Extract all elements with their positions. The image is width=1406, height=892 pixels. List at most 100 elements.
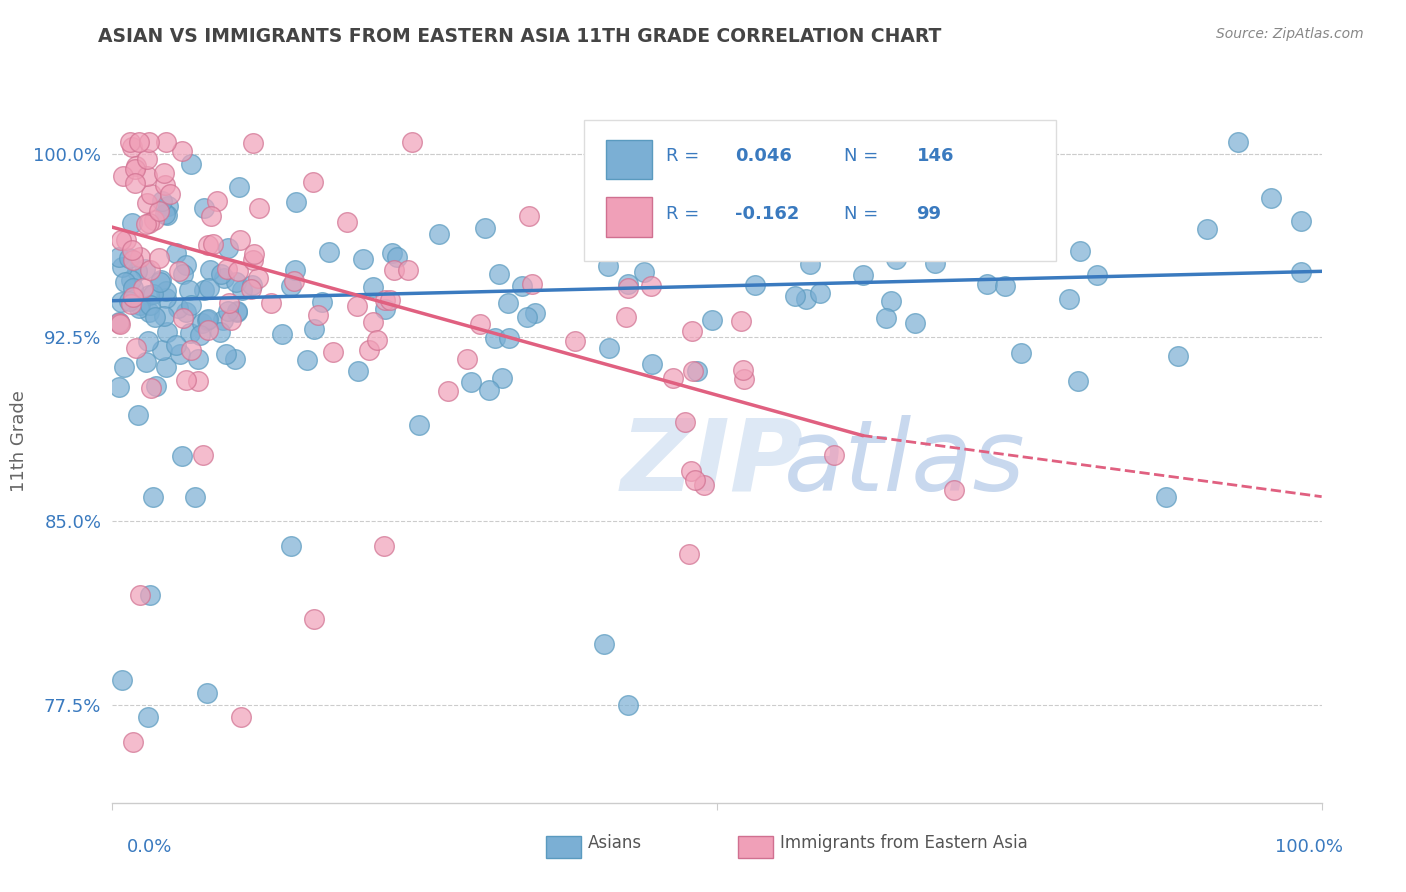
Point bbox=[614, 310, 637, 325]
Point bbox=[149, 273, 172, 287]
Point bbox=[128, 301, 150, 315]
Point bbox=[205, 194, 228, 208]
Point bbox=[352, 252, 374, 267]
Point bbox=[155, 178, 177, 192]
Text: N =: N = bbox=[844, 205, 879, 223]
Point bbox=[135, 355, 157, 369]
Point bbox=[361, 280, 384, 294]
Point bbox=[138, 298, 160, 312]
Point bbox=[150, 343, 173, 357]
Point bbox=[128, 250, 150, 264]
Point bbox=[142, 490, 165, 504]
Point bbox=[193, 283, 215, 297]
Point bbox=[132, 281, 155, 295]
Point bbox=[295, 353, 318, 368]
Point bbox=[318, 245, 340, 260]
Point bbox=[828, 161, 851, 176]
Point bbox=[174, 258, 197, 272]
Point bbox=[225, 304, 247, 318]
Point bbox=[491, 371, 513, 385]
Point bbox=[129, 298, 152, 312]
Point bbox=[396, 263, 419, 277]
Point bbox=[520, 277, 543, 291]
Point bbox=[177, 283, 200, 297]
Point bbox=[110, 295, 132, 310]
Point bbox=[794, 292, 817, 306]
Point bbox=[617, 281, 640, 295]
Point bbox=[700, 313, 723, 327]
Text: 100.0%: 100.0% bbox=[1275, 838, 1343, 856]
Point bbox=[120, 135, 142, 149]
Point bbox=[484, 331, 506, 345]
Point bbox=[640, 278, 662, 293]
Point bbox=[111, 673, 134, 688]
Point bbox=[198, 281, 221, 295]
Point bbox=[681, 464, 703, 478]
Point bbox=[187, 375, 209, 389]
Point bbox=[374, 293, 396, 307]
Point bbox=[209, 267, 232, 281]
Point bbox=[304, 612, 326, 626]
Point bbox=[153, 310, 176, 324]
Point bbox=[187, 351, 209, 366]
Point bbox=[231, 283, 253, 297]
Point bbox=[617, 277, 640, 291]
Point bbox=[875, 310, 897, 325]
Point bbox=[240, 278, 263, 293]
Point bbox=[155, 135, 177, 149]
Point bbox=[307, 308, 329, 322]
Point bbox=[183, 490, 205, 504]
Point bbox=[217, 303, 239, 318]
Point bbox=[302, 175, 325, 189]
Point bbox=[191, 316, 214, 330]
Point bbox=[366, 333, 388, 347]
Point bbox=[215, 347, 238, 361]
Point bbox=[139, 186, 162, 201]
Point bbox=[382, 263, 405, 277]
Point bbox=[155, 291, 177, 305]
Point bbox=[903, 316, 925, 330]
Point bbox=[201, 237, 224, 252]
Point bbox=[884, 252, 907, 266]
Point bbox=[641, 358, 664, 372]
Point bbox=[322, 345, 344, 359]
Point bbox=[460, 375, 482, 389]
Point bbox=[141, 381, 163, 395]
Point bbox=[378, 293, 401, 307]
Text: N =: N = bbox=[844, 147, 879, 165]
Point bbox=[124, 161, 146, 176]
Point bbox=[107, 316, 129, 330]
Point bbox=[815, 237, 838, 252]
Point bbox=[1057, 292, 1080, 306]
Point bbox=[682, 364, 704, 378]
Point bbox=[136, 334, 159, 348]
Point bbox=[246, 271, 269, 285]
Point bbox=[138, 304, 160, 318]
Point bbox=[153, 207, 176, 221]
Point bbox=[145, 379, 167, 393]
Point bbox=[148, 204, 170, 219]
Point bbox=[477, 383, 499, 397]
Point bbox=[260, 295, 283, 310]
Point bbox=[976, 277, 998, 292]
Point bbox=[107, 380, 129, 394]
FancyBboxPatch shape bbox=[606, 139, 652, 179]
Point bbox=[120, 273, 142, 287]
Point bbox=[135, 217, 157, 231]
Point bbox=[122, 252, 145, 267]
Text: 0.0%: 0.0% bbox=[127, 838, 172, 856]
Point bbox=[165, 337, 187, 351]
Point bbox=[682, 234, 704, 248]
Point bbox=[1227, 135, 1250, 149]
Point bbox=[167, 264, 190, 278]
Point bbox=[124, 176, 146, 190]
Point bbox=[125, 341, 148, 355]
Point bbox=[208, 325, 231, 339]
Point bbox=[136, 710, 159, 724]
Point bbox=[226, 264, 249, 278]
Point bbox=[456, 351, 478, 366]
Point bbox=[357, 343, 380, 358]
Text: Asians: Asians bbox=[588, 834, 641, 852]
Point bbox=[110, 233, 132, 247]
Point bbox=[212, 271, 235, 285]
